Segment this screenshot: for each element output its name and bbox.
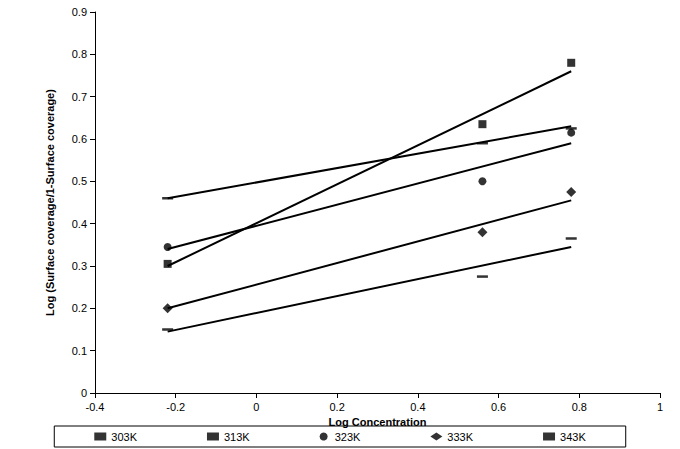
svg-text:0.6: 0.6 [72, 133, 87, 145]
svg-text:0.5: 0.5 [72, 175, 87, 187]
svg-text:-0.4: -0.4 [86, 401, 105, 413]
svg-text:333K: 333K [447, 431, 473, 443]
svg-text:0: 0 [253, 401, 259, 413]
svg-text:0.1: 0.1 [72, 345, 87, 357]
svg-text:0.3: 0.3 [72, 260, 87, 272]
svg-text:0.8: 0.8 [72, 48, 87, 60]
svg-text:0.7: 0.7 [72, 91, 87, 103]
svg-text:0.4: 0.4 [72, 218, 87, 230]
svg-text:1: 1 [657, 401, 663, 413]
svg-text:0.8: 0.8 [572, 401, 587, 413]
svg-text:-0.2: -0.2 [166, 401, 185, 413]
svg-text:0: 0 [81, 387, 87, 399]
svg-text:343K: 343K [560, 431, 586, 443]
svg-text:0.4: 0.4 [410, 401, 425, 413]
svg-text:313K: 313K [224, 431, 250, 443]
svg-text:Log Concentration: Log Concentration [328, 416, 427, 429]
svg-text:323K: 323K [335, 431, 361, 443]
svg-text:Log (Surface coverage/1-Surfac: Log (Surface coverage/1-Surface coverage… [44, 89, 56, 316]
svg-text:0.2: 0.2 [72, 302, 87, 314]
svg-text:0.6: 0.6 [491, 401, 506, 413]
svg-text:0.2: 0.2 [329, 401, 344, 413]
svg-text:0.9: 0.9 [72, 6, 87, 18]
svg-text:303K: 303K [111, 431, 137, 443]
